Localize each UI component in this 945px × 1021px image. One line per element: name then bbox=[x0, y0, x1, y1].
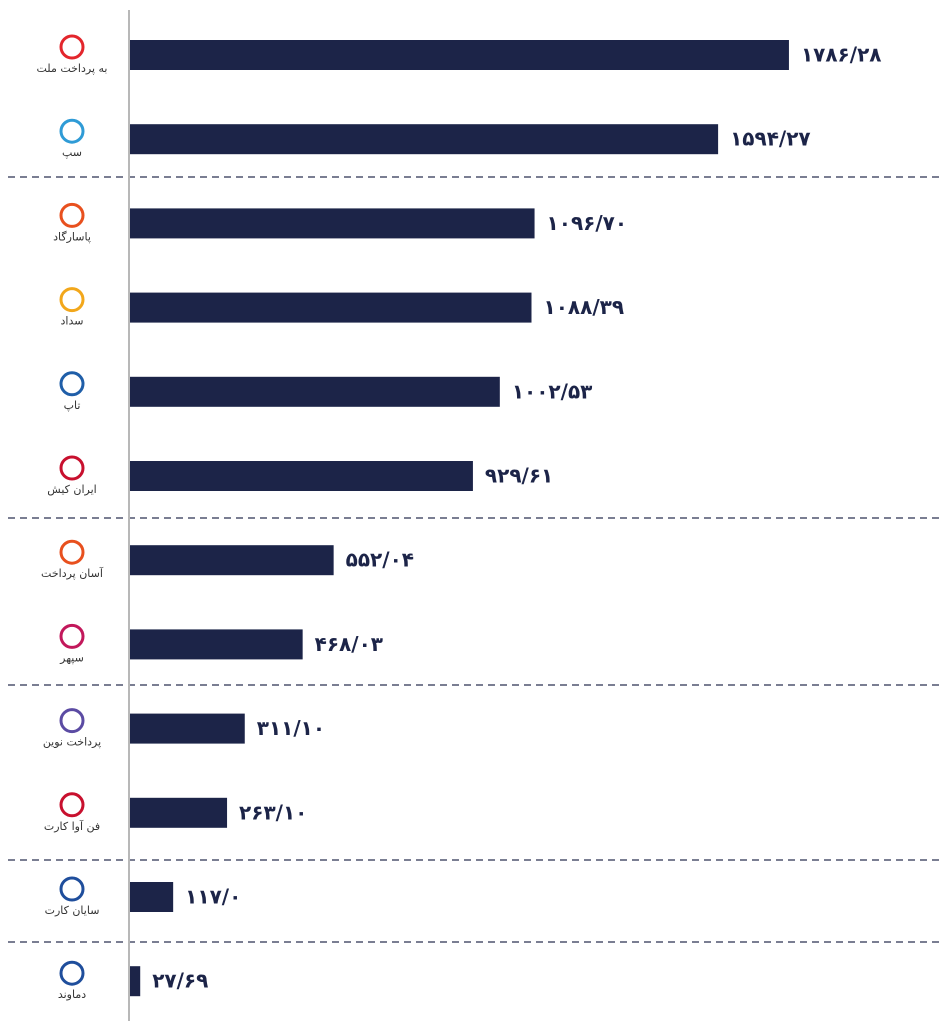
logo-icon bbox=[59, 287, 85, 313]
category-label: ایران کیش bbox=[47, 483, 96, 496]
value-label: ۲۷/۶۹ bbox=[152, 969, 208, 993]
category-label: پاسارگاد bbox=[53, 230, 91, 243]
value-label: ۱۵۹۴/۲۷ bbox=[730, 127, 811, 151]
category-label: سپهر bbox=[59, 651, 84, 664]
value-label: ۴۶۸/۰۳ bbox=[315, 632, 383, 656]
logo-icon bbox=[59, 455, 85, 481]
bar bbox=[130, 40, 789, 70]
value-label: ۱۰۸۸/۳۹ bbox=[543, 295, 624, 319]
logo-icon bbox=[59, 876, 85, 902]
bar bbox=[130, 629, 303, 660]
category-label: فن آوا کارت bbox=[44, 819, 100, 833]
category-label: سپ bbox=[62, 146, 82, 159]
bar bbox=[130, 208, 535, 239]
logo-icon bbox=[59, 792, 85, 818]
logo-icon bbox=[59, 371, 85, 397]
bar bbox=[130, 124, 719, 155]
value-label: ۳۱۱/۱۰ bbox=[257, 716, 325, 740]
logo-icon bbox=[59, 34, 85, 60]
bar bbox=[130, 966, 141, 997]
category-label: آسان پرداخت bbox=[41, 566, 104, 580]
bar bbox=[130, 545, 334, 576]
logo-icon bbox=[59, 960, 85, 986]
bar bbox=[130, 376, 500, 407]
category-label: تاپ bbox=[64, 399, 81, 412]
value-label: ۵۵۲/۰۴ bbox=[346, 548, 414, 572]
value-label: ۱۱۷/۰ bbox=[185, 885, 241, 909]
category-label: پرداخت نوین bbox=[43, 736, 101, 749]
logo-icon bbox=[59, 202, 85, 228]
bar bbox=[130, 461, 473, 491]
logo-icon bbox=[59, 708, 85, 734]
category-label: سایان کارت bbox=[45, 904, 100, 917]
logo-icon bbox=[59, 623, 85, 649]
value-label: ۲۶۳/۱۰ bbox=[239, 800, 307, 824]
logo-icon bbox=[59, 118, 85, 144]
value-label: ۱۰۰۲/۵۳ bbox=[512, 379, 593, 403]
logo-icon bbox=[59, 539, 85, 565]
bar bbox=[130, 882, 174, 912]
bar bbox=[130, 292, 532, 323]
value-label: ۱۷۸۶/۲۸ bbox=[801, 43, 882, 67]
category-label: سداد bbox=[61, 315, 84, 328]
bar bbox=[130, 797, 228, 828]
value-label: ۱۰۹۶/۷۰ bbox=[547, 211, 628, 235]
value-label: ۹۲۹/۶۱ bbox=[485, 464, 553, 488]
category-label: دماوند bbox=[58, 988, 86, 1001]
bar bbox=[130, 713, 245, 744]
category-label: به پرداخت ملت bbox=[37, 62, 108, 75]
